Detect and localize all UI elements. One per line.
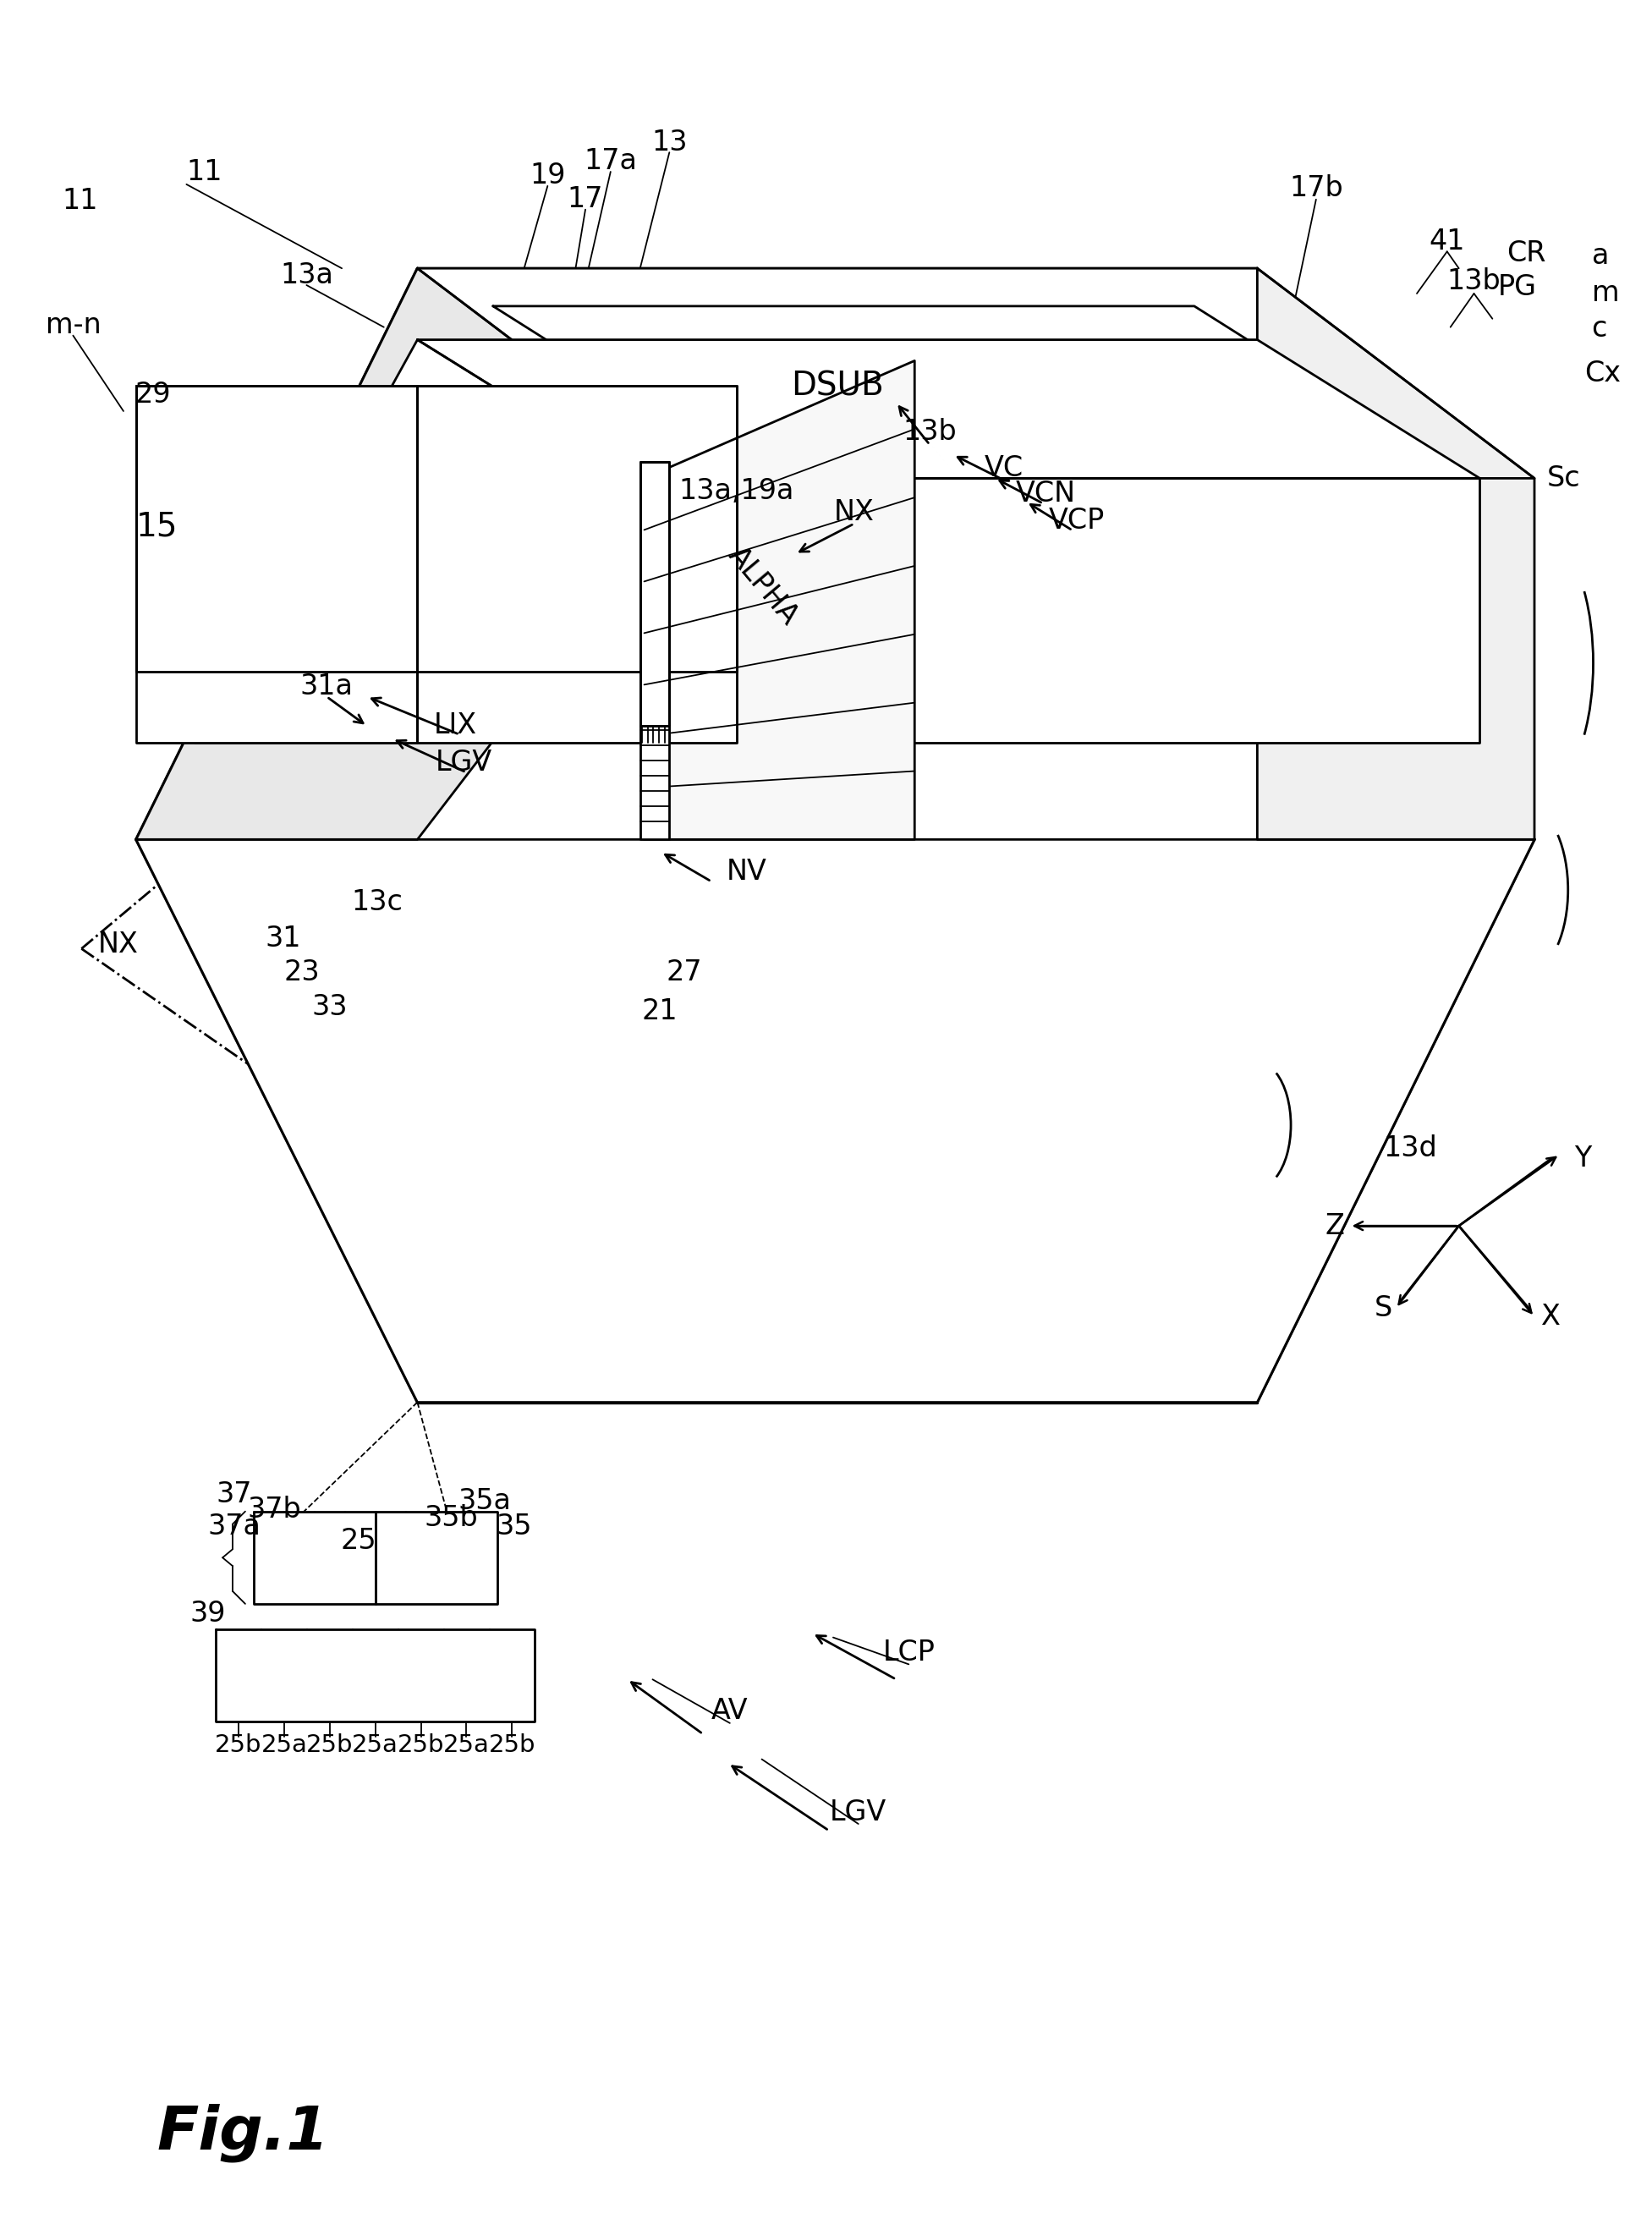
Text: 13a: 13a xyxy=(279,261,334,288)
Text: 25b: 25b xyxy=(398,1732,444,1757)
Text: 21: 21 xyxy=(641,997,677,1026)
Text: 25a: 25a xyxy=(443,1732,489,1757)
Polygon shape xyxy=(418,340,1480,478)
Text: 13c: 13c xyxy=(352,890,403,916)
Text: m-n: m-n xyxy=(45,311,101,340)
Text: 27: 27 xyxy=(666,959,702,986)
Polygon shape xyxy=(216,1629,535,1721)
Text: 13a,19a: 13a,19a xyxy=(679,476,795,505)
Text: VCP: VCP xyxy=(1049,507,1105,534)
Text: 11: 11 xyxy=(61,188,97,215)
Text: Sc: Sc xyxy=(1546,465,1581,492)
Polygon shape xyxy=(639,726,669,742)
Text: 39: 39 xyxy=(190,1600,225,1627)
Text: X: X xyxy=(1541,1303,1561,1330)
Text: 25b: 25b xyxy=(306,1732,354,1757)
Text: 17a: 17a xyxy=(585,148,638,174)
Text: 17b: 17b xyxy=(1289,174,1343,203)
Text: m: m xyxy=(1591,279,1619,308)
Text: 35: 35 xyxy=(496,1513,532,1540)
Text: 31a: 31a xyxy=(301,673,354,700)
Text: NV: NV xyxy=(727,858,767,885)
Text: 25b: 25b xyxy=(215,1732,263,1757)
Polygon shape xyxy=(639,460,669,726)
Polygon shape xyxy=(375,1511,497,1605)
Text: Z: Z xyxy=(1325,1211,1345,1240)
Text: 25a: 25a xyxy=(352,1732,398,1757)
Text: LCP: LCP xyxy=(882,1638,935,1667)
Text: Cx: Cx xyxy=(1584,360,1621,387)
Text: Y: Y xyxy=(1574,1144,1591,1173)
Polygon shape xyxy=(639,478,1480,742)
Polygon shape xyxy=(639,726,669,840)
Polygon shape xyxy=(418,387,737,742)
Polygon shape xyxy=(135,387,737,670)
Text: PG: PG xyxy=(1498,273,1536,302)
Polygon shape xyxy=(492,306,1434,458)
Polygon shape xyxy=(135,387,418,742)
Text: 37b: 37b xyxy=(248,1495,302,1524)
Text: a: a xyxy=(1591,241,1609,270)
Text: 37: 37 xyxy=(216,1480,251,1509)
Text: 31: 31 xyxy=(264,925,301,952)
Text: ALPHA: ALPHA xyxy=(724,541,805,630)
Text: 15: 15 xyxy=(135,512,178,543)
Text: 37a: 37a xyxy=(208,1513,261,1540)
Polygon shape xyxy=(135,268,694,840)
Text: 35a: 35a xyxy=(458,1486,510,1515)
Text: 41: 41 xyxy=(1429,228,1465,255)
Text: 13b: 13b xyxy=(902,418,957,447)
Text: 13d: 13d xyxy=(1383,1135,1437,1162)
Text: 25: 25 xyxy=(340,1527,377,1556)
Text: S: S xyxy=(1374,1294,1393,1323)
Text: 35b: 35b xyxy=(425,1504,477,1533)
Polygon shape xyxy=(418,268,1535,478)
Text: NX: NX xyxy=(834,498,874,525)
Polygon shape xyxy=(644,360,915,840)
Text: DSUB: DSUB xyxy=(791,369,884,402)
Polygon shape xyxy=(135,840,1535,1401)
Text: 25b: 25b xyxy=(489,1732,535,1757)
Polygon shape xyxy=(195,340,639,742)
Text: Fig.1: Fig.1 xyxy=(157,2103,329,2163)
Text: 13b: 13b xyxy=(1447,266,1502,295)
Polygon shape xyxy=(1257,268,1535,840)
Text: 19: 19 xyxy=(530,161,565,190)
Text: LGV: LGV xyxy=(434,749,492,776)
Text: VC: VC xyxy=(985,454,1023,483)
Text: 25a: 25a xyxy=(261,1732,307,1757)
Text: VCN: VCN xyxy=(1016,481,1075,507)
Text: 17: 17 xyxy=(567,186,603,212)
Text: 23: 23 xyxy=(284,959,319,986)
Text: AV: AV xyxy=(712,1696,748,1725)
Text: 11: 11 xyxy=(187,159,223,186)
Text: CR: CR xyxy=(1507,239,1546,268)
Text: LGV: LGV xyxy=(829,1799,887,1826)
Text: NX: NX xyxy=(97,930,139,959)
Text: c: c xyxy=(1591,315,1607,342)
Text: 13: 13 xyxy=(651,127,687,156)
Text: 33: 33 xyxy=(311,995,347,1021)
Polygon shape xyxy=(254,1511,375,1605)
Text: LIX: LIX xyxy=(433,711,477,740)
Text: 29: 29 xyxy=(135,380,170,409)
